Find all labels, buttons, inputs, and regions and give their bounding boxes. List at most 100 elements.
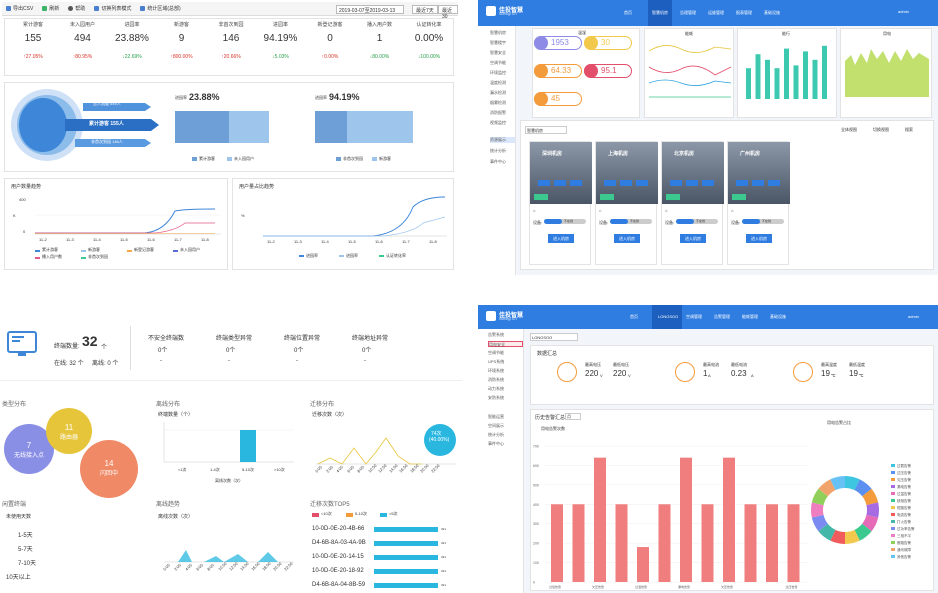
sidebar-item[interactable]: 漏水检测 xyxy=(490,90,506,95)
brand-sub: Sundigi IOT xyxy=(499,317,518,321)
room-card[interactable]: 上海机房 ⌂ 设备: 不在线 进入机房 xyxy=(595,141,658,265)
col-value: 0个 xyxy=(362,348,372,354)
col-label: 终端类型异常 xyxy=(216,336,253,342)
room-photo xyxy=(596,142,658,204)
region-button[interactable]: 统计区域(总部) xyxy=(140,5,181,12)
sidebar-item[interactable]: 空调节能 xyxy=(490,60,506,65)
user-menu[interactable]: admin xyxy=(908,314,919,319)
sidebar-item[interactable]: UPS系统 xyxy=(488,359,505,364)
metric-u1: A xyxy=(708,373,711,378)
sidebar-item[interactable]: 视频监控 xyxy=(490,120,506,125)
nav-item-0[interactable]: 首页 xyxy=(630,314,638,319)
sidebar-item[interactable]: 消防系统 xyxy=(488,377,504,382)
enter-room-button[interactable]: 进入机房 xyxy=(548,234,574,243)
sidebar-item[interactable]: 温度检测 xyxy=(490,80,506,85)
sidebar-item[interactable]: 统计分析 xyxy=(488,432,504,437)
tool-fullview[interactable]: 全体视图 xyxy=(841,127,857,132)
sidebar-item[interactable]: 事件中心 xyxy=(488,441,504,446)
sidebar-item[interactable]: 消防报警 xyxy=(490,110,506,115)
x-tick: 11-5 xyxy=(348,239,356,244)
x-tick: 过载告警 xyxy=(549,584,561,589)
enter-room-button[interactable]: 进入机房 xyxy=(680,234,706,243)
stat-label: 非首次到园 xyxy=(218,22,244,28)
room-dropdown[interactable]: 智慧机房 xyxy=(525,126,567,134)
sidebar-item[interactable]: 环境系统 xyxy=(488,368,504,373)
sidebar-item[interactable]: 空调节能 xyxy=(488,350,504,355)
nav-item-5[interactable]: 基础设施 xyxy=(770,314,786,319)
nav-item-4[interactable]: 报表管理 xyxy=(736,10,752,15)
date-range-input[interactable]: 2019-03-07至2019-03-13 xyxy=(336,5,404,14)
legend-label: 通讯故障 xyxy=(897,547,911,552)
top5-value: 321 xyxy=(441,541,447,545)
nav-item-4[interactable]: 能耗管理 xyxy=(742,314,758,319)
donut-slice xyxy=(845,529,860,544)
legend-label: 其他告警 xyxy=(897,554,911,559)
export-csv-button[interactable]: 导出CSV xyxy=(6,5,33,12)
nav-item-5[interactable]: 基础设施 xyxy=(764,10,780,15)
legend-label: 欠压告警 xyxy=(897,477,911,482)
sidebar-item[interactable]: 告警系统 xyxy=(488,332,504,337)
top5-value: 321 xyxy=(441,527,447,531)
refresh-button[interactable]: 刷新 xyxy=(42,5,59,12)
stat-label: 新登记游客 xyxy=(317,22,343,28)
sidebar-item[interactable]: 烟雾检测 xyxy=(490,100,506,105)
nav-item-1[interactable]: 智慧机房 xyxy=(652,10,668,15)
legend-swatch xyxy=(127,250,132,252)
sidebar-item[interactable]: 智慧安全 xyxy=(490,50,506,55)
enter-room-button[interactable]: 进入机房 xyxy=(614,234,640,243)
room-card[interactable]: 北京机房 ⌂ 设备: 不在线 进入机房 xyxy=(661,141,724,265)
tool-switch[interactable]: 切换视图 xyxy=(873,127,889,132)
sidebar-item[interactable]: 智能运营 xyxy=(488,414,504,419)
logo-icon xyxy=(486,311,496,321)
metric-t1: 最高电流 xyxy=(703,362,719,367)
switch-list-button[interactable]: 切换列表模式 xyxy=(94,5,131,12)
stat-value: 0 xyxy=(327,33,333,44)
sidebar-item[interactable]: 智慧机房 xyxy=(490,30,506,35)
room-card[interactable]: 广州机房 ⌂ 设备: 不在线 进入机房 xyxy=(727,141,790,265)
enter-room-button[interactable]: 进入机房 xyxy=(746,234,772,243)
last-30-days-button[interactable]: 最近30 xyxy=(438,5,458,20)
col-value: 0个 xyxy=(158,348,168,354)
funnel-label-3: 非首次到园 146人 xyxy=(91,139,123,144)
legend-label: 认证转化率 xyxy=(386,253,406,258)
device-select[interactable]: LONGSOO xyxy=(530,333,578,341)
room-card[interactable]: 深圳机房 ⌂ 设备: 不在线 进入机房 xyxy=(529,141,592,265)
nav-item-0[interactable]: 首页 xyxy=(624,10,632,15)
stat-label: 累计游客 xyxy=(22,22,43,28)
nav-item-2[interactable]: 空调管理 xyxy=(686,314,702,319)
stat-change: ↑80.95% xyxy=(59,54,107,60)
sidebar-item[interactable]: 统计分析 xyxy=(490,148,506,153)
sidebar-item[interactable]: 事件中心 xyxy=(490,159,506,164)
sidebar-item[interactable]: 环境监控 xyxy=(490,70,506,75)
last-7-days-button[interactable]: 最近7天 xyxy=(412,5,438,14)
tool-search[interactable]: 搜索 xyxy=(905,127,913,132)
sidebar-item[interactable]: 空间展示 xyxy=(488,423,504,428)
trend1-ytick-400: 400 xyxy=(19,197,26,202)
sidebar-item[interactable]: 用电安全 xyxy=(488,341,523,347)
donut-slice xyxy=(845,476,860,491)
nav-item-3[interactable]: 运维管理 xyxy=(708,10,724,15)
stat-change-value: 800.00% xyxy=(172,54,193,60)
nav-active-bg xyxy=(648,0,672,26)
sidebar-item[interactable]: 安防系统 xyxy=(488,395,504,400)
nav-item-1[interactable]: LONGSOO xyxy=(658,314,679,319)
sidebar-item[interactable]: 动力系统 xyxy=(488,386,504,391)
chart-bars: 能行 xyxy=(737,28,837,118)
bar xyxy=(787,504,800,582)
help-button[interactable]: 帮助 xyxy=(68,5,85,12)
x-tick: 11-2 xyxy=(267,239,275,244)
stat-change: ↑800.00% xyxy=(158,54,206,60)
sidebar-item[interactable]: 智慧楼宇 xyxy=(490,40,506,45)
nav-item-3[interactable]: 告警管理 xyxy=(714,314,730,319)
stat-value: 0.00% xyxy=(414,33,444,44)
stat-change-value: 22.69% xyxy=(124,54,142,60)
nav-item-2[interactable]: 告理管理 xyxy=(680,10,696,15)
x-tick: 1-4次 xyxy=(210,467,220,472)
stat-label: 进园率 xyxy=(272,22,288,28)
y-tick: 500 xyxy=(533,483,539,487)
period-select[interactable]: 月 xyxy=(565,413,581,420)
user-menu[interactable]: admin xyxy=(898,9,909,14)
smart-datacenter-dashboard: 佳投智慧 Sundigi IOT 首页 智慧机房 告理管理 运维管理 报表管理 基础设施 … xyxy=(478,0,938,275)
sidebar-item[interactable]: 资源展示 xyxy=(490,137,515,143)
chart-energy: 能耗 xyxy=(644,28,734,118)
